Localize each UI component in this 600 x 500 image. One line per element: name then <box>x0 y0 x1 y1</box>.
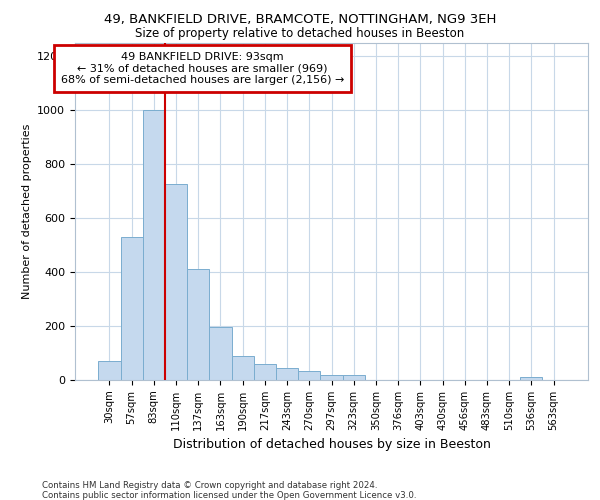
Y-axis label: Number of detached properties: Number of detached properties <box>22 124 32 299</box>
Text: Contains HM Land Registry data © Crown copyright and database right 2024.: Contains HM Land Registry data © Crown c… <box>42 481 377 490</box>
Bar <box>165 184 187 380</box>
Bar <box>520 377 542 380</box>
Text: 49, BANKFIELD DRIVE, BRAMCOTE, NOTTINGHAM, NG9 3EH: 49, BANKFIELD DRIVE, BRAMCOTE, NOTTINGHA… <box>104 12 496 26</box>
Bar <box>276 368 298 380</box>
Bar <box>343 374 365 380</box>
Text: Contains public sector information licensed under the Open Government Licence v3: Contains public sector information licen… <box>42 491 416 500</box>
Bar <box>232 356 254 380</box>
Bar <box>254 364 276 380</box>
X-axis label: Distribution of detached houses by size in Beeston: Distribution of detached houses by size … <box>173 438 490 452</box>
Bar <box>121 237 143 380</box>
Bar <box>320 374 343 380</box>
Bar <box>143 110 165 380</box>
Bar <box>298 370 320 380</box>
Bar <box>98 361 121 380</box>
Bar <box>187 270 209 380</box>
Text: Size of property relative to detached houses in Beeston: Size of property relative to detached ho… <box>136 28 464 40</box>
Bar <box>209 327 232 380</box>
Text: 49 BANKFIELD DRIVE: 93sqm
← 31% of detached houses are smaller (969)
68% of semi: 49 BANKFIELD DRIVE: 93sqm ← 31% of detac… <box>61 52 344 85</box>
